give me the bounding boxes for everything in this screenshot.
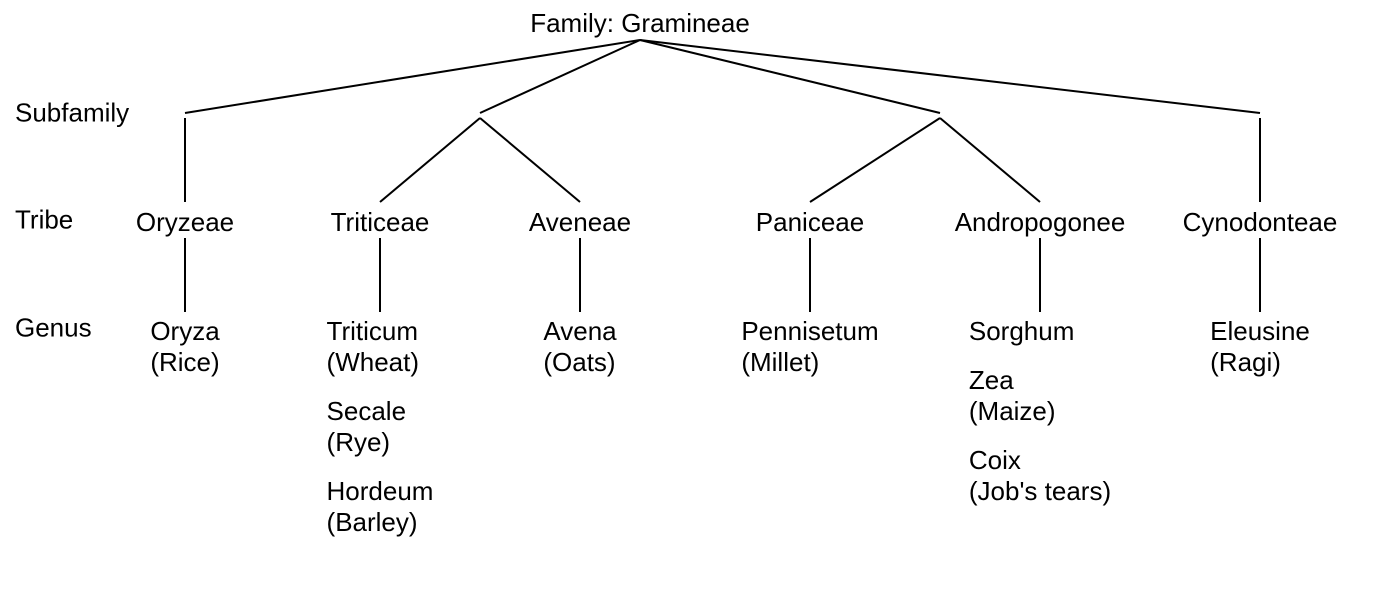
rank-label-subfamily: Subfamily xyxy=(15,98,129,129)
genus-common-name: (Maize) xyxy=(969,396,1111,427)
tree-edge xyxy=(940,118,1040,202)
tribe-andropogonee: Andropogonee xyxy=(955,206,1126,239)
genus-entry: Avena(Oats) xyxy=(543,316,616,378)
tree-edge xyxy=(810,118,940,202)
genus-entry: Hordeum(Barley) xyxy=(327,476,434,538)
genus-name: Pennisetum xyxy=(741,316,878,347)
tribe-oryzeae: Oryzeae xyxy=(136,206,234,239)
genus-entry: Coix(Job's tears) xyxy=(969,445,1111,507)
tree-edge xyxy=(185,40,640,113)
genus-common-name: (Millet) xyxy=(741,347,878,378)
tree-edge xyxy=(380,118,480,202)
genus-name: Avena xyxy=(543,316,616,347)
genus-common-name: (Job's tears) xyxy=(969,476,1111,507)
genus-name: Triticum xyxy=(327,316,434,347)
genus-entry: Secale(Rye) xyxy=(327,396,434,458)
genus-common-name: (Oats) xyxy=(543,347,616,378)
taxonomy-tree-diagram: Family: Gramineae Subfamily Tribe Genus … xyxy=(0,0,1382,598)
genus-name: Oryza xyxy=(150,316,219,347)
genus-block-oryzeae: Oryza(Rice) xyxy=(150,316,219,396)
genus-block-cynodonteae: Eleusine(Ragi) xyxy=(1210,316,1310,396)
genus-common-name: (Rice) xyxy=(150,347,219,378)
genus-entry: Triticum(Wheat) xyxy=(327,316,434,378)
rank-label-genus: Genus xyxy=(15,313,92,344)
genus-common-name: (Rye) xyxy=(327,427,434,458)
tree-edge xyxy=(640,40,1260,113)
genus-entry: Oryza(Rice) xyxy=(150,316,219,378)
genus-block-aveneae: Avena(Oats) xyxy=(543,316,616,396)
tree-edge xyxy=(640,40,940,113)
genus-name: Zea xyxy=(969,365,1111,396)
genus-common-name: (Wheat) xyxy=(327,347,434,378)
genus-name: Secale xyxy=(327,396,434,427)
genus-entry: Eleusine(Ragi) xyxy=(1210,316,1310,378)
genus-common-name: (Ragi) xyxy=(1210,347,1310,378)
genus-block-paniceae: Pennisetum(Millet) xyxy=(741,316,878,396)
genus-name: Coix xyxy=(969,445,1111,476)
tribe-paniceae: Paniceae xyxy=(756,206,864,239)
tribe-cynodonteae: Cynodonteae xyxy=(1183,206,1338,239)
genus-name: Sorghum xyxy=(969,316,1111,347)
tribe-triticeae: Triticeae xyxy=(331,206,430,239)
tree-edge xyxy=(480,118,580,202)
tree-edge xyxy=(480,40,640,113)
genus-entry: Zea(Maize) xyxy=(969,365,1111,427)
genus-entry: Pennisetum(Millet) xyxy=(741,316,878,378)
genus-entry: Sorghum xyxy=(969,316,1111,347)
genus-block-andropogonee: Sorghum Zea(Maize) Coix(Job's tears) xyxy=(969,316,1111,525)
genus-name: Eleusine xyxy=(1210,316,1310,347)
genus-common-name: (Barley) xyxy=(327,507,434,538)
rank-label-tribe: Tribe xyxy=(15,205,73,236)
tribe-aveneae: Aveneae xyxy=(529,206,631,239)
edge-layer xyxy=(0,0,1382,598)
genus-name: Hordeum xyxy=(327,476,434,507)
root-family-label: Family: Gramineae xyxy=(530,8,750,39)
genus-block-triticeae: Triticum(Wheat) Secale(Rye) Hordeum(Barley… xyxy=(327,316,434,556)
